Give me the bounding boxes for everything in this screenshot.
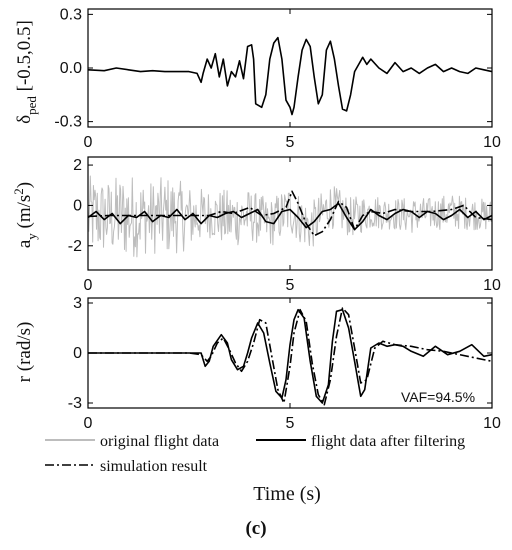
series-line-0 [88,36,492,116]
y-tick-label: -0.3 [54,114,82,131]
ylabel-lateral-accel: ay (m/s2) [11,182,39,248]
panel-yaw-rate: 30-30 5 10 [68,295,501,432]
ylabel-delta-ped: δped [-0.5,0.5] [14,20,39,124]
ylabel-yaw-rate: r (rad/s) [14,322,35,383]
x-tick-label: 5 [286,415,295,432]
y-tick-label: 0.0 [60,60,82,77]
x-tick-label: 10 [483,134,501,151]
y-tick-label: 2 [73,157,82,174]
y-tick-label: -2 [68,238,82,255]
series-line-simulation-result [88,190,492,237]
x-tick-label: 10 [483,277,501,294]
x-tick-label: 10 [483,415,501,432]
vaf-annotation: VAF=94.5% [401,389,475,405]
series-group [88,175,492,258]
y-tick-label: 3 [73,295,82,312]
x-tick-label: 0 [84,277,93,294]
panel-lateral-accel: 2 0 -2 0 5 10 [68,156,501,294]
y-tick-label: 0 [73,197,82,214]
y-tick-label: 0 [73,345,82,362]
y-tick-label: -3 [68,395,82,412]
series-line-flight-data-after-filtering [88,202,492,231]
legend-label-simulation: simulation result [100,458,208,475]
x-tick-label: 0 [84,134,93,151]
series-line-simulation-result [88,307,492,406]
y-tick-label: 0.3 [60,6,82,23]
x-tick-label: 0 [84,415,93,432]
legend-label-filtered: flight data after filtering [311,433,465,450]
legend-label-original: original flight data [100,433,219,450]
series-group [88,307,492,406]
legend: original flight data flight data after f… [45,433,465,475]
x-tick-label: 5 [286,134,295,151]
x-tick-label: 5 [286,277,295,294]
figure-caption: (c) [245,518,266,539]
panel-delta-ped: 0.3 0.0 -0.30 5 10 [54,6,501,151]
x-axis-title: Time (s) [253,483,321,505]
series-group [88,36,492,116]
